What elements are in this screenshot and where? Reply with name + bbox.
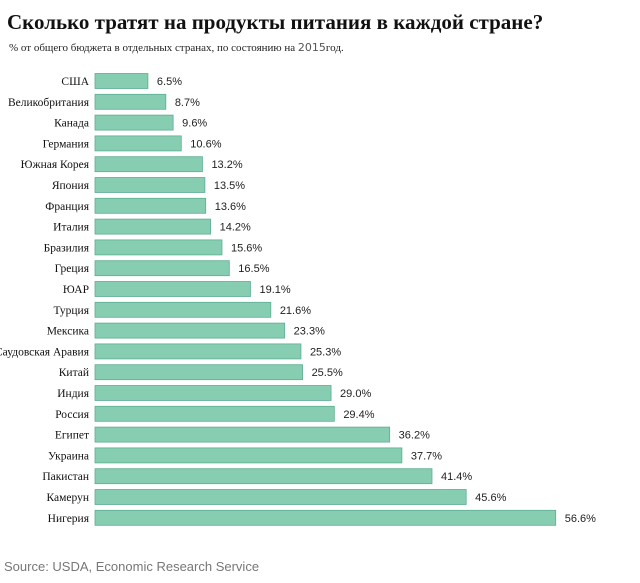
- value-label: 23.3%: [294, 326, 325, 338]
- category-label: Индия: [57, 388, 89, 400]
- subtitle-suffix: год.: [325, 42, 344, 54]
- category-label: Италия: [53, 222, 90, 234]
- value-label: 37.7%: [411, 450, 442, 462]
- chart-subtitle: % от общего бюджета в отдельных странах,…: [9, 41, 344, 54]
- category-label: Нигерия: [48, 513, 90, 525]
- value-label: 29.0%: [340, 388, 371, 400]
- category-label: Турция: [53, 305, 89, 317]
- category-label: Франция: [45, 201, 89, 213]
- subtitle-text: % от общего бюджета в отдельных странах,…: [9, 42, 298, 54]
- category-label: Россия: [55, 409, 90, 421]
- bar-13: [94, 343, 302, 360]
- chart-title: Сколько тратят на продукты питания в каж…: [7, 10, 544, 34]
- bar-16: [94, 405, 335, 422]
- value-label: 13.2%: [211, 159, 242, 171]
- bar-6: [94, 197, 207, 214]
- bar-21: [94, 509, 557, 526]
- category-label: Великобритания: [8, 97, 90, 109]
- category-label: Китай: [59, 367, 89, 379]
- value-label: 56.6%: [565, 513, 596, 525]
- value-label: 25.3%: [310, 346, 341, 358]
- bar-0: [94, 73, 149, 89]
- subtitle-year: 2015: [297, 41, 326, 54]
- bar-15: [94, 385, 332, 401]
- category-label: ЮАР: [63, 284, 89, 296]
- value-label: 21.6%: [280, 305, 311, 317]
- value-label: 6.5%: [157, 76, 182, 88]
- bar-10: [94, 281, 251, 297]
- category-label: Мексика: [47, 326, 89, 338]
- value-label: 25.5%: [312, 367, 343, 379]
- bar-12: [94, 322, 286, 339]
- value-label: 45.6%: [475, 492, 506, 504]
- bar-11: [94, 301, 272, 318]
- bar-2: [94, 114, 174, 131]
- category-label: Греция: [55, 263, 90, 275]
- value-label: 9.6%: [182, 118, 207, 130]
- category-label: Канада: [54, 118, 89, 130]
- category-label: Япония: [52, 180, 90, 192]
- category-label: США: [61, 76, 89, 88]
- value-label: 13.6%: [215, 201, 246, 213]
- value-label: 10.6%: [190, 138, 221, 150]
- source-note: Source: USDA, Economic Research Service: [4, 559, 260, 574]
- bar-19: [94, 468, 433, 485]
- category-label: Пакистан: [42, 471, 89, 483]
- bar-4: [94, 156, 203, 173]
- category-label: Саудовская Аравия: [0, 346, 90, 358]
- category-label: Камерун: [46, 492, 89, 504]
- value-label: 14.2%: [220, 222, 251, 234]
- value-label: 16.5%: [238, 263, 269, 275]
- bar-20: [94, 489, 467, 505]
- category-label: Германия: [43, 138, 90, 150]
- bar-5: [94, 177, 206, 193]
- category-label: Египет: [55, 430, 89, 442]
- value-label: 15.6%: [231, 242, 262, 254]
- value-label: 19.1%: [259, 284, 290, 296]
- bar-18: [94, 447, 403, 464]
- bar-17: [94, 426, 391, 443]
- value-label: 41.4%: [441, 471, 472, 483]
- category-label: Украина: [48, 450, 89, 462]
- bar-8: [94, 239, 223, 256]
- bar-3: [94, 135, 182, 152]
- value-label: 36.2%: [399, 430, 430, 442]
- category-label: Бразилия: [44, 242, 90, 254]
- bar-9: [94, 260, 230, 277]
- value-label: 8.7%: [175, 97, 200, 109]
- bar-7: [94, 218, 211, 235]
- category-label: Южная Корея: [21, 159, 90, 171]
- value-label: 13.5%: [214, 180, 245, 192]
- value-label: 29.4%: [343, 409, 374, 421]
- bar-14: [94, 364, 303, 381]
- bar-1: [94, 93, 167, 110]
